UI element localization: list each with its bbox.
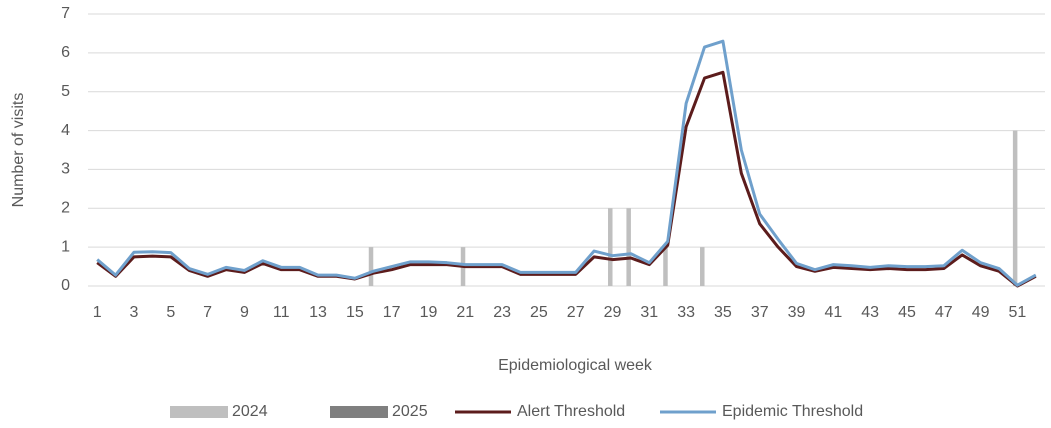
legend-label: Alert Threshold	[517, 403, 625, 420]
x-tick-label: 43	[861, 304, 879, 321]
x-tick-label: 33	[677, 304, 695, 321]
x-tick-label: 51	[1008, 304, 1026, 321]
bar	[1012, 130, 1018, 286]
bar	[368, 247, 374, 286]
x-tick-label: 7	[203, 304, 212, 321]
x-tick-label: 23	[493, 304, 511, 321]
legend-label: 2025	[392, 403, 428, 420]
x-tick-label: 45	[898, 304, 916, 321]
y-tick-label: 5	[61, 83, 70, 100]
y-tick-label: 1	[61, 238, 70, 255]
bar	[700, 247, 705, 286]
y-tick-label: 2	[61, 200, 70, 217]
x-tick-label: 3	[130, 304, 139, 321]
x-axis-title: Epidemiological week	[498, 357, 653, 374]
x-tick-label: 39	[788, 304, 806, 321]
legend-swatch	[170, 406, 228, 418]
x-tick-label: 5	[166, 304, 175, 321]
x-tick-label: 11	[273, 304, 290, 321]
line	[96, 70, 1037, 288]
y-tick-label: 3	[61, 161, 70, 178]
y-tick-label: 4	[61, 122, 70, 139]
x-tick-label: 17	[383, 304, 401, 321]
y-tick-label: 6	[61, 44, 70, 61]
x-tick-label: 1	[93, 304, 102, 321]
legend-label: Epidemic Threshold	[722, 403, 863, 420]
bar	[626, 208, 631, 286]
x-tick-label: 9	[240, 304, 249, 321]
x-tick-label: 41	[824, 304, 842, 321]
x-tick-label: 35	[714, 304, 732, 321]
x-tick-label: 13	[309, 304, 327, 321]
line	[96, 39, 1037, 287]
legend-label: 2024	[232, 403, 268, 420]
x-tick-label: 21	[456, 304, 474, 321]
y-axis-title: Number of visits	[10, 93, 27, 208]
bar	[608, 208, 613, 286]
x-tick-label: 37	[751, 304, 769, 321]
x-tick-label: 47	[935, 304, 953, 321]
y-tick-label: 0	[61, 277, 70, 294]
legend-swatch	[330, 406, 388, 418]
x-tick-label: 29	[604, 304, 622, 321]
x-tick-label: 31	[640, 304, 658, 321]
x-tick-label: 19	[420, 304, 438, 321]
x-tick-label: 27	[567, 304, 585, 321]
bar	[663, 247, 668, 286]
x-tick-label: 49	[972, 304, 990, 321]
x-tick-label: 25	[530, 304, 548, 321]
y-tick-label: 7	[61, 5, 70, 22]
x-tick-label: 15	[346, 304, 364, 321]
